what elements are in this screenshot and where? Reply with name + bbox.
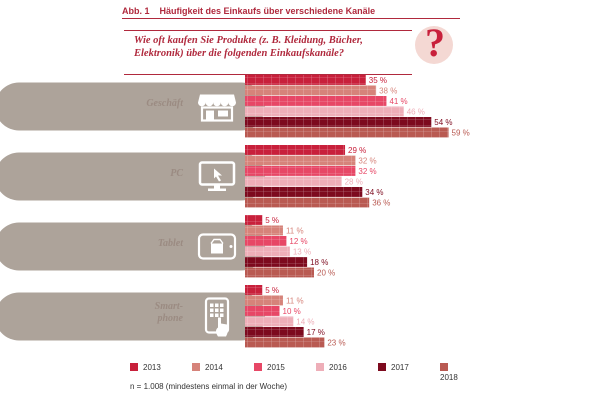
sample-note: n = 1.008 (mindestens einmal in der Woch… [130,382,288,391]
figure-number: Abb. 1 [122,6,150,16]
bar-pc-2014 [245,155,356,166]
figure-title: Abb. 1 Häufigkeit des Einkaufs über versc… [122,6,375,16]
bar-gesch-ft-2016 [245,106,404,117]
panel-tablet [0,222,265,271]
legend-swatch-2015 [254,363,262,371]
value-label-tablet-2013: 5 % [265,216,279,225]
value-label-gesch-ft-2014: 38 % [379,87,397,96]
bar-gesch-ft-2013 [245,75,366,85]
legend-swatch-2018 [440,363,448,371]
smartphone-icon [194,293,240,340]
legend-item-2016: 2016 [316,363,347,373]
value-label-pc-2013: 29 % [348,146,366,155]
value-label-smart-phone-2018: 23 % [327,339,345,348]
legend-item-2015: 2015 [254,363,285,373]
bar-smart-phone-2016 [245,316,294,327]
value-label-gesch-ft-2016: 46 % [407,108,425,117]
question-box: Wie oft kaufen Sie Produkte (z. B. Kleid… [124,30,412,75]
value-label-gesch-ft-2017: 54 % [434,118,452,127]
tablet-icon [194,223,240,270]
bar-pc-2016 [245,176,342,187]
bar-pc-2017 [245,187,363,197]
value-label-tablet-2018: 20 % [317,269,335,278]
bar-tablet-2015 [245,236,287,246]
value-label-pc-2016: 28 % [345,178,363,187]
bar-tablet-2014 [245,225,283,236]
value-labels: 35 % 38 %41 %46 % 54 %59 % 29 % 32 %32 % 28 %… [265,76,470,348]
legend-item-2013: 2013 [130,363,161,373]
bar-smart-phone-2015 [245,306,280,316]
bar-tablet-2013 [245,215,263,225]
value-label-tablet-2016: 13 % [293,248,311,257]
monitor-icon [194,153,240,200]
question-mark-bubble [415,26,453,64]
value-label-smart-phone-2017: 17 % [307,328,325,337]
bar-gesch-ft-2017 [245,117,432,127]
bar-pc-2015 [245,166,356,176]
category-label-tablet: Tablet [158,238,184,249]
value-label-gesch-ft-2015: 41 % [389,97,407,106]
category-panels: Geschäft PC Tablet Smart-phone [0,82,265,341]
legend-label-2014: 2014 [205,363,223,372]
legend-swatch-2017 [378,363,386,371]
bar-smart-phone-2013 [245,285,263,295]
value-label-smart-phone-2014: 11 % [286,297,304,306]
bars [245,75,449,348]
title-rule [122,18,460,19]
bar-gesch-ft-2018 [245,127,449,138]
category-label-gesch-ft: Geschäft [146,98,184,109]
legend: 2013 2014 2015 2016 2017 2018 [130,363,470,382]
bar-smart-phone-2017 [245,327,304,337]
panel-smart-phone [0,292,265,341]
bar-pc-2018 [245,197,370,208]
figure-title-text: Häufigkeit des Einkaufs über verschieden… [159,6,376,16]
value-label-smart-phone-2016: 14 % [296,318,314,327]
value-label-pc-2018: 36 % [372,199,390,208]
legend-label-2016: 2016 [329,363,347,372]
value-label-smart-phone-2015: 10 % [283,307,301,316]
value-label-pc-2017: 34 % [365,188,383,197]
value-label-gesch-ft-2013: 35 % [369,76,387,85]
survey-question: Wie oft kaufen Sie Produkte (z. B. Kleid… [134,35,363,59]
bar-tablet-2016 [245,246,290,257]
value-label-smart-phone-2013: 5 % [265,286,279,295]
legend-swatch-2014 [192,363,200,371]
value-label-tablet-2015: 12 % [289,237,307,246]
value-label-pc-2015: 32 % [358,167,376,176]
legend-label-2015: 2015 [267,363,285,372]
bar-gesch-ft-2014 [245,85,377,96]
question-mark-icon: ? [425,20,445,65]
legend-swatch-2016 [316,363,324,371]
bar-tablet-2017 [245,257,308,267]
category-label-smart-phone: Smart-phone [155,301,184,324]
legend-label-2013: 2013 [143,363,161,372]
bar-smart-phone-2014 [245,295,283,306]
legend-item-2014: 2014 [192,363,223,373]
legend-label-2018: 2018 [440,373,458,382]
store-icon [194,83,240,130]
value-label-tablet-2017: 18 % [310,258,328,267]
category-label-pc: PC [170,168,183,179]
bar-tablet-2018 [245,267,314,278]
legend-label-2017: 2017 [391,363,409,372]
legend-swatch-2013 [130,363,138,371]
legend-item-2017: 2017 [378,363,409,373]
bar-pc-2013 [245,145,346,155]
legend-item-2018: 2018 [440,363,470,382]
bar-smart-phone-2018 [245,337,325,348]
value-label-gesch-ft-2018: 59 % [452,129,470,138]
value-label-pc-2014: 32 % [358,157,376,166]
panel-pc [0,152,265,201]
value-label-tablet-2014: 11 % [286,227,304,236]
panel-gesch-ft [0,82,265,131]
bar-gesch-ft-2015 [245,96,387,106]
